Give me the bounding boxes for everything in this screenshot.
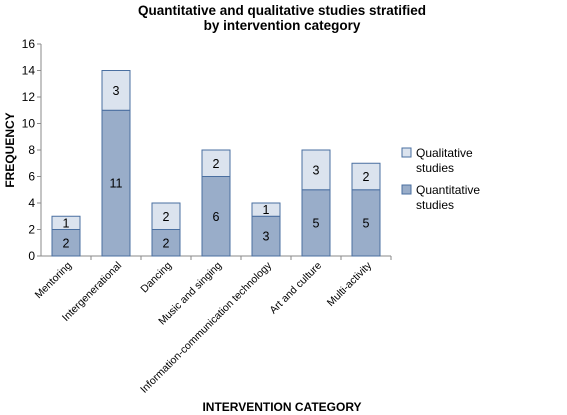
- data-label: 3: [313, 163, 320, 177]
- y-tick-label: 4: [28, 196, 35, 210]
- axes: [37, 43, 392, 260]
- bar-segment-qualitative: [351, 162, 381, 191]
- data-label: 1: [63, 216, 70, 230]
- legend-label: Qualitative: [416, 146, 473, 160]
- x-category-label: Mentoring: [33, 260, 75, 302]
- y-tick-label: 16: [22, 37, 36, 51]
- y-axis-title: FREQUENCY: [3, 112, 17, 187]
- bar-segment-qualitative: [101, 70, 131, 111]
- data-label: 1: [263, 203, 270, 217]
- x-category-label: Art and culture: [267, 260, 324, 317]
- y-tick-label: 2: [28, 223, 35, 237]
- data-label: 11: [110, 177, 123, 191]
- y-tick-label: 6: [28, 170, 35, 184]
- y-tick-label: 12: [22, 90, 36, 104]
- bar-segment-qualitative: [201, 149, 231, 177]
- y-tick-labels: 0 2 4 6 8 10 12 14 16: [22, 37, 36, 263]
- bar-segment-quantitative: [251, 215, 281, 257]
- y-tick-label: 14: [22, 64, 36, 78]
- data-label: 2: [163, 236, 170, 250]
- legend-label: Quantitative: [416, 183, 480, 197]
- bar-segment-qualitative: [51, 215, 81, 230]
- x-category-label: Dancing: [138, 260, 174, 296]
- legend-swatch: [401, 184, 412, 195]
- y-tick-label: 0: [28, 249, 35, 263]
- data-label: 3: [113, 84, 120, 98]
- bar-segment-qualitative: [251, 202, 281, 217]
- legend-label: studies: [416, 161, 454, 175]
- bar-segment-quantitative: [301, 189, 331, 257]
- bar-segment-quantitative: [201, 176, 231, 257]
- y-tick-label: 10: [22, 117, 36, 131]
- y-tick-label: 8: [28, 143, 35, 157]
- data-label: 5: [313, 216, 320, 230]
- data-label: 2: [213, 157, 220, 171]
- legend-label: studies: [416, 198, 454, 212]
- chart-title: Quantitative and qualitative studies str…: [138, 3, 426, 33]
- data-label: 5: [363, 216, 370, 230]
- chart-title-line-2: by intervention category: [204, 18, 361, 33]
- x-axis-title: INTERVENTION CATEGORY: [202, 400, 361, 414]
- data-label: 2: [63, 236, 70, 250]
- data-label: 2: [363, 170, 370, 184]
- chart-title-line-1: Quantitative and qualitative studies str…: [138, 3, 426, 18]
- bar-segment-qualitative: [151, 202, 181, 230]
- data-label: 2: [163, 210, 170, 224]
- data-label: 6: [213, 210, 220, 224]
- x-category-label: Multi-activity: [325, 259, 375, 309]
- legend-swatch: [401, 147, 412, 158]
- bar-segment-quantitative: [101, 109, 131, 257]
- data-label: 3: [263, 230, 270, 244]
- bar-segment-qualitative: [301, 149, 331, 191]
